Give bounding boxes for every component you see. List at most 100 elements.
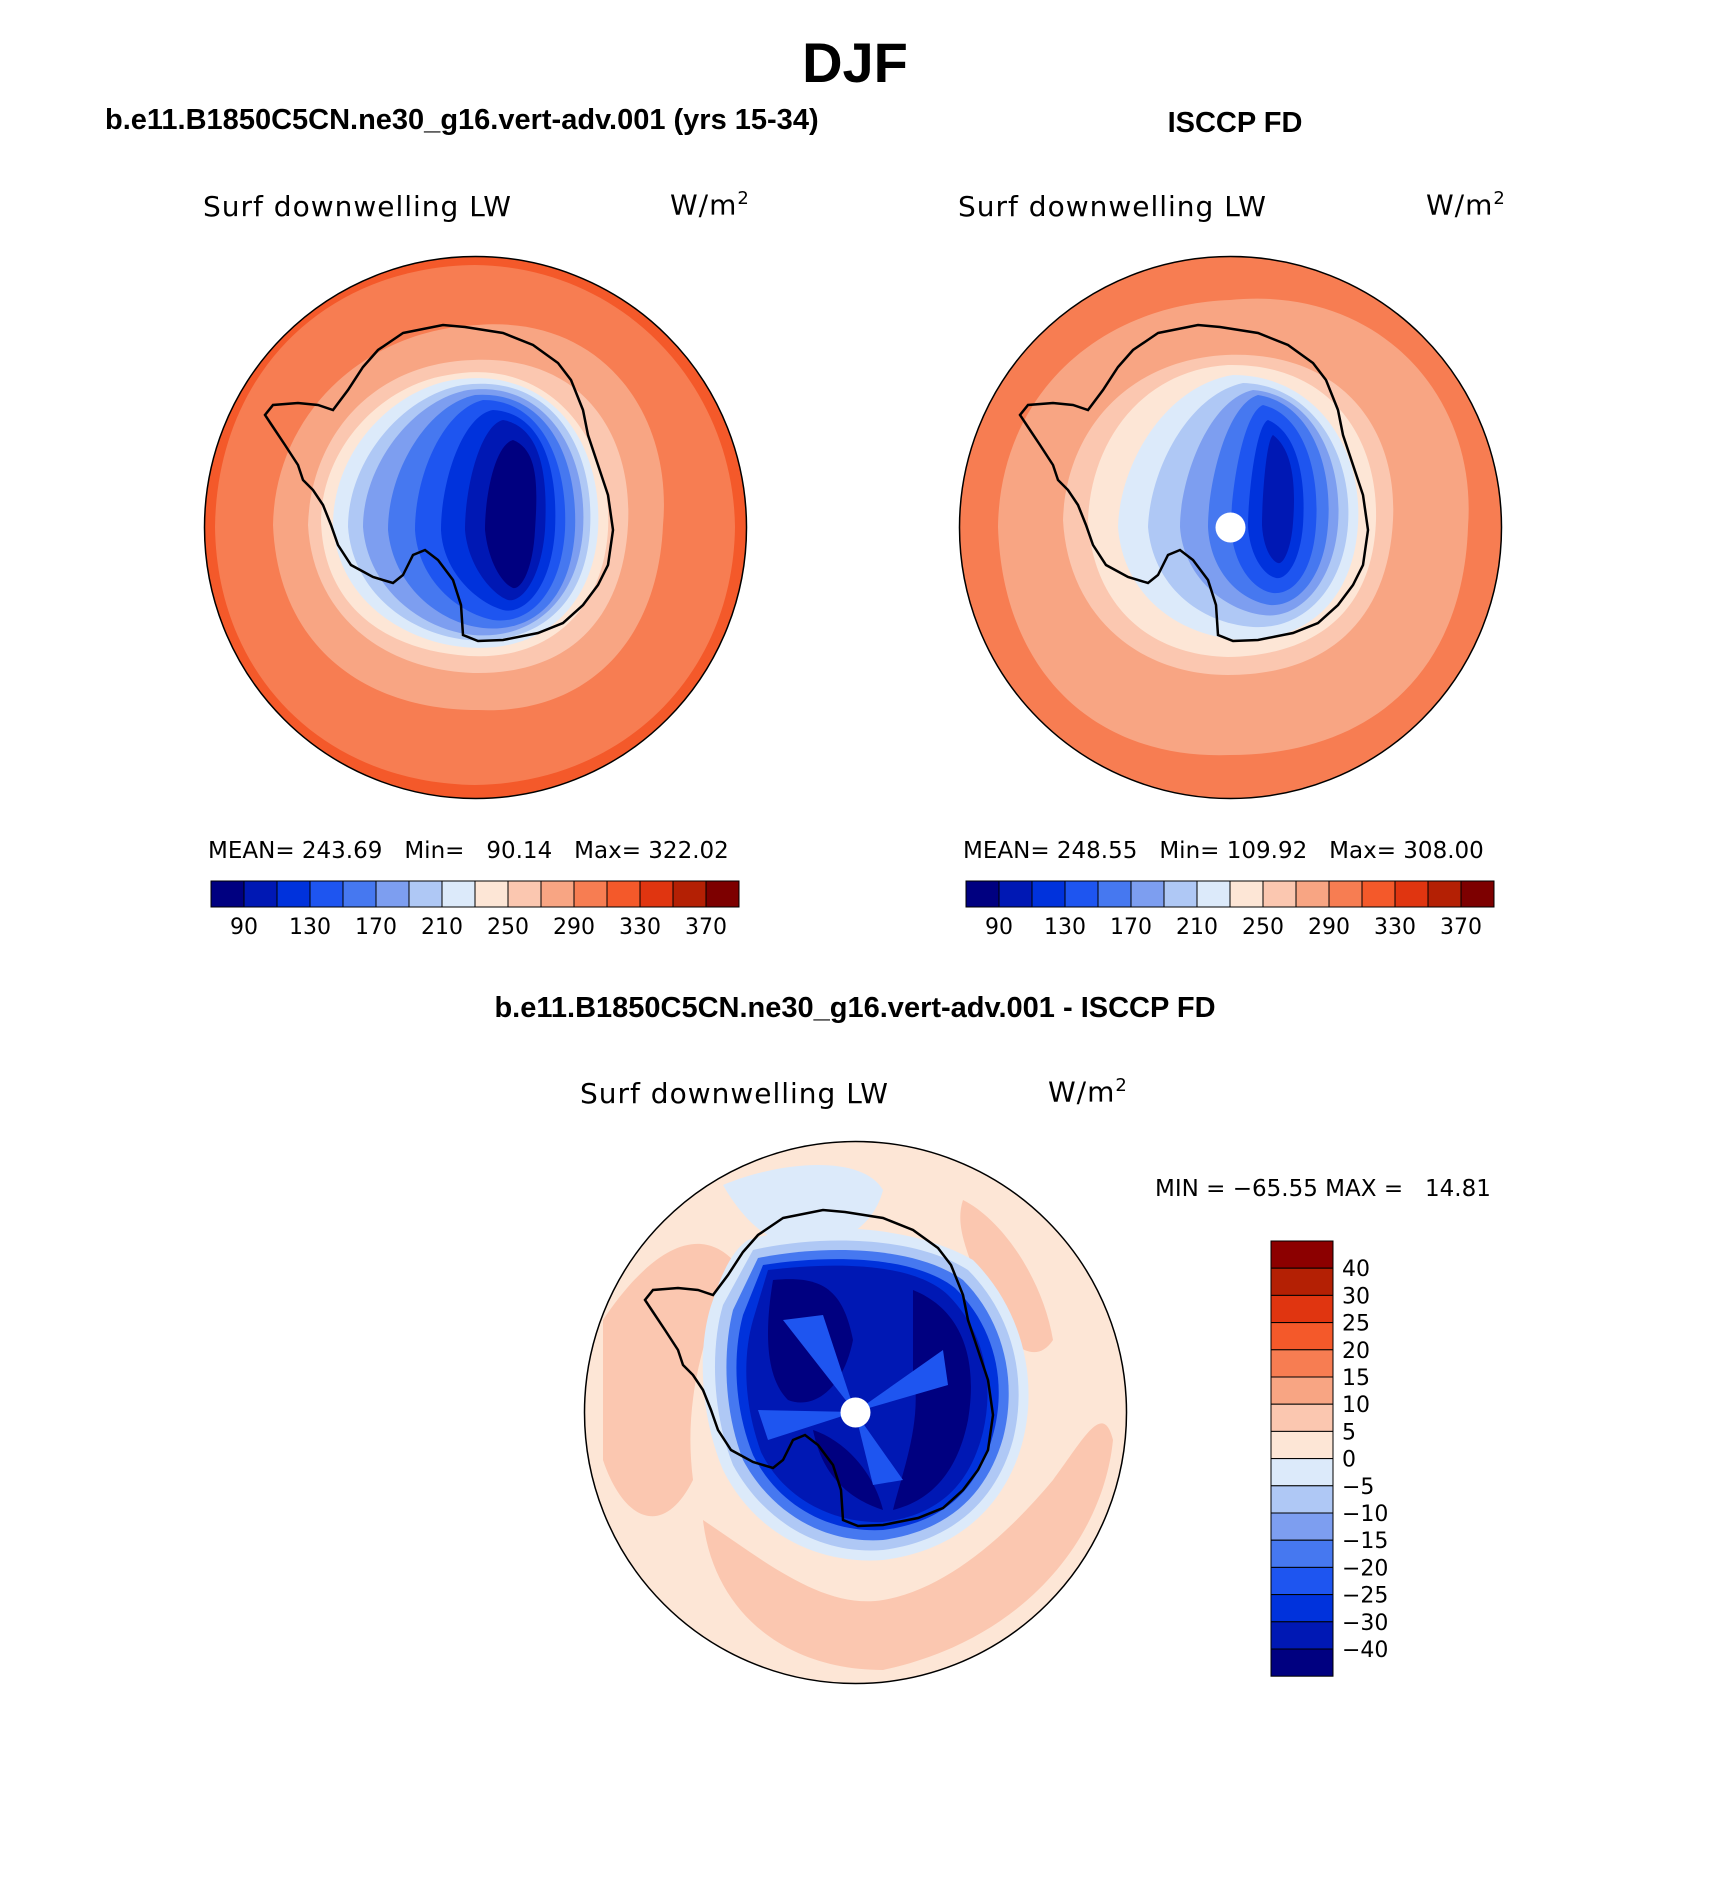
colorbar-model-swatch: [507, 880, 542, 908]
panel-title-model: b.e11.B1850C5CN.ne30_g16.vert-adv.001 (y…: [105, 104, 819, 136]
mean-value: 248.55: [1056, 838, 1138, 864]
colorbar-diff-swatch: [1270, 1566, 1334, 1596]
variable-name-model: Surf downwelling LW: [203, 190, 512, 223]
mean-label: MEAN=: [963, 838, 1050, 864]
colorbar-model-swatch: [243, 880, 278, 908]
colorbar-diff-tick-label: −40: [1342, 1638, 1388, 1663]
colorbar-diff-tick-label: 0: [1342, 1448, 1356, 1473]
colorbar-diff-tick-label: 30: [1342, 1284, 1370, 1309]
colorbar-diff-tick-label: −5: [1342, 1475, 1374, 1500]
colorbar-obs-tick-label: 210: [1176, 915, 1218, 940]
colorbar-obs-swatch: [1361, 880, 1396, 908]
colorbar-model: 90 130 170 210 250 290 330 370: [210, 880, 740, 940]
colorbar-model-swatch: [573, 880, 608, 908]
colorbar-diff-tick-label: −20: [1342, 1556, 1388, 1581]
colorbar-diff-swatch: [1270, 1539, 1334, 1568]
colorbar-obs-swatch: [1130, 880, 1165, 908]
antarctica-coastline: [643, 1208, 995, 1528]
colorbar-model-swatch: [342, 880, 377, 908]
season-title: DJF: [802, 31, 908, 94]
colorbar-model-swatch: [705, 880, 740, 908]
colorbar-model-tick-label: 290: [553, 915, 595, 940]
colorbar-diff-swatch: [1270, 1294, 1334, 1324]
polar-map-obs: [958, 255, 1503, 800]
min-label: Min=: [1159, 838, 1220, 864]
colorbar-model-swatch: [540, 880, 575, 908]
colorbar-obs-tick-label: 90: [985, 915, 1013, 940]
colorbar-model-swatch: [408, 880, 443, 908]
colorbar-diff-swatch: [1270, 1512, 1334, 1541]
colorbar-diff-tick-label: −25: [1342, 1584, 1388, 1609]
colorbar-diff-tick-label: 10: [1342, 1393, 1370, 1418]
colorbar-diff-tick-label: 25: [1342, 1312, 1370, 1337]
colorbar-model-swatch: [375, 880, 410, 908]
stats-model: MEAN= 243.69 Min= 90.14 Max= 322.02: [208, 838, 729, 864]
colorbar-model-swatch: [276, 880, 311, 908]
colorbar-diff-swatch: [1270, 1594, 1334, 1623]
colorbar-obs-tick-label: 170: [1110, 915, 1152, 940]
colorbar-diff-swatch: [1270, 1403, 1334, 1432]
colorbar-model-swatch: [309, 880, 344, 908]
antarctica-coastline: [263, 323, 615, 643]
colorbar-obs-tick-label: 370: [1440, 915, 1482, 940]
colorbar-model-swatch: [441, 880, 476, 908]
panel-title-diff: b.e11.B1850C5CN.ne30_g16.vert-adv.001 - …: [494, 992, 1216, 1024]
colorbar-model-tick-label: 370: [685, 915, 727, 940]
colorbar-model-tick-label: 130: [289, 915, 331, 940]
colorbar-model-tick-label: 330: [619, 915, 661, 940]
mean-value: 243.69: [301, 838, 383, 864]
colorbar-obs-swatch: [1064, 880, 1099, 908]
colorbar-diff-swatch: [1270, 1430, 1334, 1460]
colorbar-diff-swatch: [1270, 1376, 1334, 1405]
colorbar-diff-swatch: [1270, 1648, 1334, 1677]
colorbar-obs-swatch: [1163, 880, 1198, 908]
colorbar-model-tick-label: 210: [421, 915, 463, 940]
colorbar-obs-swatch: [965, 880, 1000, 908]
mean-label: MEAN=: [208, 838, 295, 864]
colorbar-obs-swatch: [1196, 880, 1231, 908]
stats-diff: MIN = −65.55 MAX = 14.81: [1155, 1176, 1491, 1202]
max-label: Max=: [574, 838, 641, 864]
colorbar-model-swatch: [606, 880, 641, 908]
colorbar-diff-swatch: [1270, 1621, 1334, 1650]
pole-hole: [840, 1397, 871, 1428]
colorbar-obs-swatch: [1229, 880, 1264, 908]
colorbar-obs-swatch: [1031, 880, 1066, 908]
variable-name-diff: Surf downwelling LW: [580, 1077, 889, 1110]
colorbar-obs-tick-label: 250: [1242, 915, 1284, 940]
colorbar-diff-tick-label: −15: [1342, 1529, 1388, 1554]
max-value: 308.00: [1403, 838, 1484, 864]
colorbar-obs-swatch: [998, 880, 1033, 908]
colorbar-model-swatch: [639, 880, 674, 908]
max-value: 14.81: [1425, 1176, 1491, 1202]
colorbar-obs-swatch: [1295, 880, 1330, 908]
max-label: MAX =: [1325, 1176, 1404, 1202]
colorbar-obs-swatch: [1097, 880, 1132, 908]
colorbar-obs-swatch: [1394, 880, 1429, 908]
antarctica-coastline: [1018, 323, 1370, 643]
units-model: W/m2: [670, 188, 750, 222]
min-value: −65.55: [1232, 1176, 1318, 1202]
max-label: Max=: [1329, 838, 1396, 864]
panel-title-obs: ISCCP FD: [1167, 107, 1303, 139]
colorbar-obs-swatch: [1460, 880, 1495, 908]
colorbar-diff-tick-label: −30: [1342, 1611, 1388, 1636]
min-label: MIN =: [1155, 1176, 1226, 1202]
units-diff: W/m2: [1048, 1075, 1128, 1109]
variable-name-obs: Surf downwelling LW: [958, 190, 1267, 223]
stats-obs: MEAN= 248.55 Min= 109.92 Max= 308.00: [963, 838, 1484, 864]
colorbar-diff-swatch: [1270, 1267, 1334, 1296]
polar-map-model: [203, 255, 748, 800]
colorbar-diff-tick-label: 5: [1342, 1420, 1356, 1445]
colorbar-obs-tick-label: 130: [1044, 915, 1086, 940]
max-value: 322.02: [648, 838, 729, 864]
colorbar-obs-swatch: [1262, 880, 1297, 908]
colorbar-obs-tick-label: 330: [1374, 915, 1416, 940]
colorbar-model-tick-label: 90: [230, 915, 258, 940]
colorbar-model-swatch: [672, 880, 707, 908]
min-value: 90.14: [486, 838, 553, 864]
colorbar-model-swatch: [474, 880, 509, 908]
colorbar-model-tick-label: 170: [355, 915, 397, 940]
pole-hole: [1215, 512, 1246, 543]
